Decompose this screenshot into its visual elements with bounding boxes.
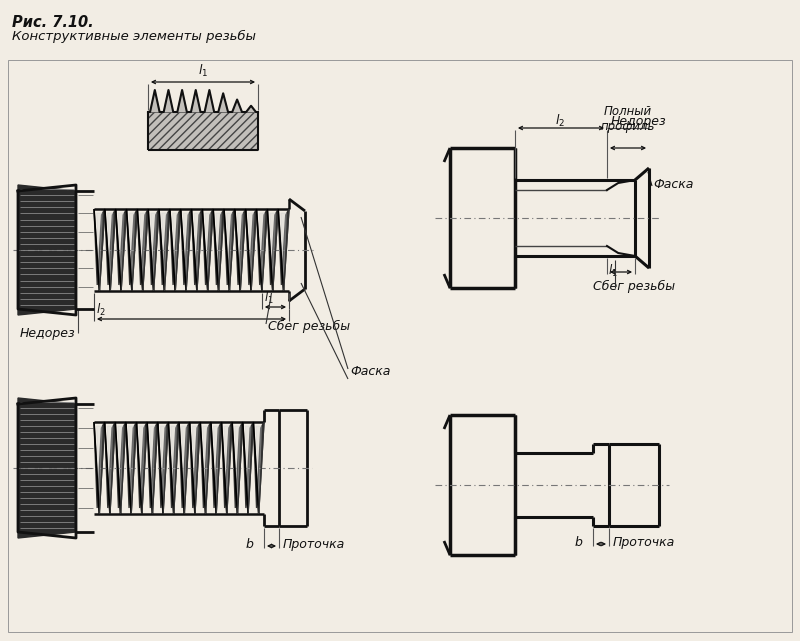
Polygon shape xyxy=(129,426,134,510)
Polygon shape xyxy=(97,213,102,287)
Polygon shape xyxy=(105,422,115,514)
Polygon shape xyxy=(202,209,213,291)
Polygon shape xyxy=(115,422,126,514)
Polygon shape xyxy=(211,422,222,514)
Polygon shape xyxy=(168,422,179,514)
Polygon shape xyxy=(181,209,191,291)
Polygon shape xyxy=(171,426,176,510)
Polygon shape xyxy=(194,213,200,287)
Text: Сбег резьбы: Сбег резьбы xyxy=(268,320,350,333)
Polygon shape xyxy=(254,422,264,514)
Polygon shape xyxy=(18,185,76,315)
Polygon shape xyxy=(259,213,265,287)
Polygon shape xyxy=(130,213,134,287)
Text: $l_2$: $l_2$ xyxy=(96,302,106,318)
Polygon shape xyxy=(94,209,105,291)
Polygon shape xyxy=(94,422,105,514)
Polygon shape xyxy=(232,422,242,514)
Text: Недорез: Недорез xyxy=(611,115,666,128)
Polygon shape xyxy=(203,426,208,510)
Polygon shape xyxy=(214,426,219,510)
Polygon shape xyxy=(238,213,243,287)
Polygon shape xyxy=(246,426,250,510)
Polygon shape xyxy=(107,213,113,287)
Polygon shape xyxy=(246,209,257,291)
Polygon shape xyxy=(162,213,167,287)
Polygon shape xyxy=(150,426,155,510)
Polygon shape xyxy=(234,426,240,510)
Polygon shape xyxy=(242,422,254,514)
Polygon shape xyxy=(140,213,146,287)
Polygon shape xyxy=(256,426,262,510)
Polygon shape xyxy=(159,209,170,291)
Polygon shape xyxy=(126,422,137,514)
Polygon shape xyxy=(216,213,222,287)
Text: $l_1$: $l_1$ xyxy=(264,290,274,306)
Polygon shape xyxy=(107,426,113,510)
Polygon shape xyxy=(179,422,190,514)
Polygon shape xyxy=(116,209,126,291)
Text: Проточка: Проточка xyxy=(283,538,346,551)
Text: $b$: $b$ xyxy=(574,535,583,549)
Text: Полный
профиль: Полный профиль xyxy=(601,105,655,133)
Polygon shape xyxy=(147,422,158,514)
Text: Сбег резьбы: Сбег резьбы xyxy=(593,280,675,293)
Polygon shape xyxy=(173,213,178,287)
Polygon shape xyxy=(105,209,116,291)
Polygon shape xyxy=(161,426,166,510)
Polygon shape xyxy=(270,213,275,287)
Polygon shape xyxy=(97,426,102,510)
Polygon shape xyxy=(278,209,289,291)
Polygon shape xyxy=(222,422,232,514)
Polygon shape xyxy=(170,209,181,291)
Text: Проточка: Проточка xyxy=(613,536,675,549)
Polygon shape xyxy=(192,426,198,510)
Text: $l_1$: $l_1$ xyxy=(198,63,208,79)
Text: $l_1$: $l_1$ xyxy=(608,263,618,279)
Polygon shape xyxy=(190,422,200,514)
Text: $l_2$: $l_2$ xyxy=(555,113,565,129)
Polygon shape xyxy=(224,209,235,291)
Polygon shape xyxy=(281,213,286,287)
Polygon shape xyxy=(205,213,210,287)
Polygon shape xyxy=(126,209,138,291)
Text: Фаска: Фаска xyxy=(653,178,694,191)
Polygon shape xyxy=(139,426,145,510)
Polygon shape xyxy=(200,422,211,514)
Polygon shape xyxy=(148,90,258,150)
Polygon shape xyxy=(224,426,230,510)
Polygon shape xyxy=(226,213,232,287)
Polygon shape xyxy=(257,209,267,291)
Polygon shape xyxy=(248,213,254,287)
Bar xyxy=(8,60,792,632)
Polygon shape xyxy=(235,209,246,291)
Polygon shape xyxy=(213,209,224,291)
Polygon shape xyxy=(138,209,148,291)
Text: Рис. 7.10.: Рис. 7.10. xyxy=(12,15,94,30)
Text: Фаска: Фаска xyxy=(350,365,390,378)
Polygon shape xyxy=(183,213,189,287)
Polygon shape xyxy=(158,422,168,514)
Polygon shape xyxy=(118,213,124,287)
Text: Конструктивные элементы резьбы: Конструктивные элементы резьбы xyxy=(12,30,256,43)
Text: Недорез: Недорез xyxy=(20,327,76,340)
Polygon shape xyxy=(267,209,278,291)
Polygon shape xyxy=(18,398,76,538)
Polygon shape xyxy=(118,426,123,510)
Polygon shape xyxy=(182,426,187,510)
Polygon shape xyxy=(137,422,147,514)
Polygon shape xyxy=(148,209,159,291)
Polygon shape xyxy=(191,209,202,291)
Polygon shape xyxy=(151,213,156,287)
Text: $b$: $b$ xyxy=(245,537,254,551)
